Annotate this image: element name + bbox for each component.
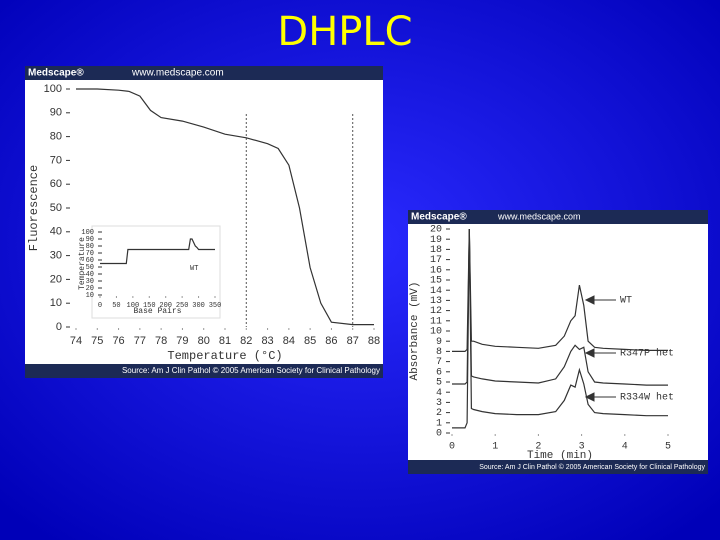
source: Source: Am J Clin Pathol © 2005 American…	[479, 463, 705, 471]
x-axis-label: Base Pairs	[133, 307, 181, 316]
x-axis-label: Time (min)	[527, 450, 593, 462]
line-label: R347P het	[620, 348, 674, 360]
data-line	[452, 228, 668, 429]
panel-header	[25, 66, 383, 80]
y-tick-label: 60	[86, 257, 94, 265]
y-tick-label: 7	[436, 357, 442, 368]
header-url: www.medscape.com	[497, 211, 581, 221]
y-tick-label: 90	[86, 236, 94, 244]
slide-title: DHPLC	[277, 9, 412, 55]
y-tick-label: 20	[430, 225, 442, 236]
y-tick-label: 17	[430, 255, 442, 266]
x-tick-label: 0	[98, 302, 102, 310]
x-tick-label: 4	[622, 442, 628, 453]
y-tick-label: 10	[50, 297, 62, 309]
line-label: WT	[620, 296, 632, 307]
y-axis-label: Absorbance (mV)	[409, 281, 421, 380]
y-tick-label: 80	[50, 131, 62, 143]
y-tick-label: 100	[81, 229, 94, 237]
x-tick-label: 350	[209, 302, 222, 310]
y-tick-label: 15	[430, 276, 442, 287]
x-tick-label: 79	[176, 335, 188, 347]
y-tick-label: 11	[430, 316, 442, 327]
line-label: WT	[190, 265, 198, 273]
y-axis-label: Fluorescence	[27, 165, 41, 251]
y-tick-label: 40	[50, 226, 62, 238]
x-tick-label: 82	[240, 335, 252, 347]
x-tick-label: 200	[159, 302, 172, 310]
y-tick-label: 90	[50, 107, 62, 119]
y-tick-label: 20	[50, 273, 62, 285]
panel-footer	[25, 364, 383, 378]
header-logo: Medscape®	[28, 68, 84, 79]
data-line	[100, 238, 215, 265]
y-tick-label: 13	[430, 296, 442, 307]
y-tick-label: 50	[86, 264, 94, 272]
x-tick-label: 50	[112, 302, 120, 310]
x-tick-label: 100	[127, 302, 140, 310]
y-tick-label: 18	[430, 245, 442, 256]
y-tick-label: 4	[436, 388, 442, 399]
x-tick-label: 86	[325, 335, 337, 347]
inset-frame	[91, 225, 221, 319]
y-tick-label: 10	[430, 327, 442, 338]
x-tick-label: 80	[198, 335, 210, 347]
y-tick-label: 8	[436, 347, 442, 358]
y-tick-label: 0	[56, 321, 62, 333]
y-tick-label: 60	[50, 178, 62, 190]
y-tick-label: 16	[430, 265, 442, 276]
y-tick-label: 9	[436, 337, 442, 348]
y-axis-label: Temperature	[78, 237, 87, 290]
x-tick-label: 76	[112, 335, 124, 347]
y-tick-label: 100	[44, 83, 62, 95]
x-axis-label: Temperature (°C)	[167, 349, 282, 363]
x-tick-label: 87	[347, 335, 359, 347]
y-tick-label: 40	[86, 271, 94, 279]
y-tick-label: 10	[86, 292, 94, 300]
x-tick-label: 0	[449, 442, 455, 453]
panel-header	[408, 210, 708, 224]
y-tick-label: 19	[430, 235, 442, 246]
x-tick-label: 5	[665, 442, 671, 453]
y-tick-label: 14	[430, 286, 442, 297]
x-tick-label: 2	[535, 442, 541, 453]
y-tick-label: 6	[436, 367, 442, 378]
y-tick-label: 3	[436, 398, 442, 409]
header-logo: Medscape®	[411, 212, 467, 223]
x-tick-label: 84	[283, 335, 295, 347]
y-tick-label: 20	[86, 285, 94, 293]
y-tick-label: 5	[436, 378, 442, 389]
x-tick-label: 78	[155, 335, 167, 347]
x-tick-label: 150	[143, 302, 156, 310]
y-tick-label: 70	[86, 250, 94, 258]
x-tick-label: 85	[304, 335, 316, 347]
y-tick-label: 0	[436, 429, 442, 440]
x-tick-label: 250	[176, 302, 189, 310]
data-line	[76, 88, 374, 326]
x-tick-label: 75	[91, 335, 103, 347]
x-tick-label: 74	[70, 335, 82, 347]
y-tick-label: 2	[436, 408, 442, 419]
x-tick-label: 88	[368, 335, 380, 347]
y-tick-label: 70	[50, 154, 62, 166]
x-tick-label: 1	[492, 442, 498, 453]
x-tick-label: 83	[261, 335, 273, 347]
panel-footer	[408, 460, 708, 474]
x-tick-label: 300	[192, 302, 205, 310]
line-label: R334W het	[620, 392, 674, 404]
y-tick-label: 30	[86, 278, 94, 286]
x-tick-label: 3	[579, 442, 585, 453]
y-tick-label: 30	[50, 250, 62, 262]
header-url: www.medscape.com	[131, 68, 224, 79]
x-tick-label: 81	[219, 335, 231, 347]
x-tick-label: 77	[134, 335, 146, 347]
y-tick-label: 50	[50, 202, 62, 214]
arrows	[584, 295, 616, 402]
panel	[25, 66, 383, 378]
y-tick-label: 1	[436, 418, 442, 429]
y-tick-label: 80	[86, 243, 94, 251]
y-tick-label: 12	[430, 306, 442, 317]
source: Source: Am J Clin Pathol © 2005 American…	[122, 366, 380, 375]
